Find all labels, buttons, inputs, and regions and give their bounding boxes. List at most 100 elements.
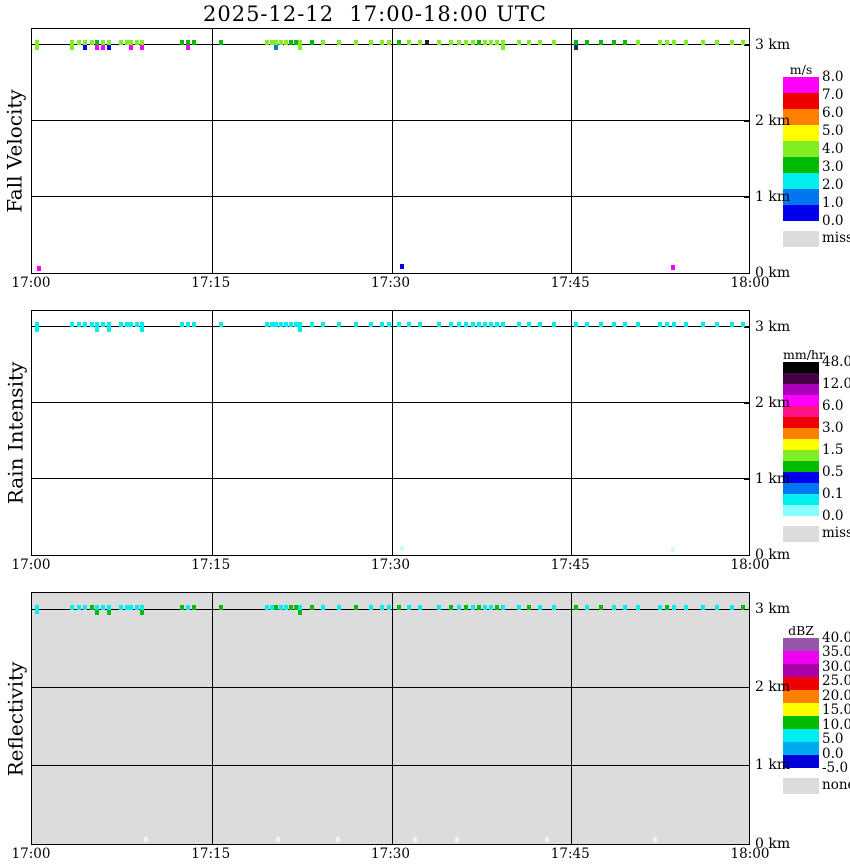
data-mark [418, 604, 423, 610]
colorbar-band [783, 406, 819, 417]
data-mark [106, 327, 111, 333]
data-mark [672, 604, 677, 610]
data-mark [106, 45, 111, 51]
page-title: 2025-12-12 17:00-18:00 UTC [202, 2, 547, 26]
data-mark [264, 604, 269, 610]
data-mark [545, 836, 550, 842]
data-mark [527, 40, 532, 46]
data-mark [657, 40, 662, 46]
data-mark [715, 322, 720, 328]
altitude-tick-label: 2 km [755, 394, 791, 411]
colorbar-unit-label: mm/hr [783, 347, 825, 362]
colorbar-tick-label: 6.0 [822, 398, 844, 414]
data-mark [298, 610, 303, 616]
data-mark [310, 40, 315, 46]
colorbar-band [783, 173, 819, 189]
data-mark [219, 604, 224, 610]
data-mark [463, 604, 468, 610]
data-mark [671, 264, 676, 270]
data-mark [623, 40, 628, 46]
colorbar-tick-label: 20.0 [822, 687, 850, 704]
data-mark [94, 604, 99, 610]
gridline-horizontal [32, 764, 749, 766]
data-mark [191, 40, 196, 46]
altitude-tick-mark [744, 120, 750, 122]
gridline-horizontal [32, 686, 749, 688]
data-mark [396, 322, 401, 328]
data-mark [500, 45, 505, 51]
data-mark [284, 604, 289, 610]
data-mark [293, 322, 298, 328]
data-mark [657, 604, 662, 610]
data-mark [729, 322, 734, 328]
data-mark [379, 40, 384, 46]
colorbar-band [783, 472, 819, 483]
data-mark [552, 322, 557, 328]
data-mark [740, 604, 745, 610]
data-mark [636, 322, 641, 328]
data-mark [353, 322, 358, 328]
axis-label-reflectivity-text: Reflectivity [3, 661, 27, 776]
data-mark [35, 322, 40, 328]
colorbar-band [783, 742, 819, 755]
data-mark [494, 322, 499, 328]
colorbar-gradient [783, 362, 819, 516]
data-mark [463, 322, 468, 328]
time-tick-label: 17:15 [191, 557, 231, 573]
data-mark [665, 604, 670, 610]
data-mark [740, 322, 745, 328]
data-mark [636, 604, 641, 610]
data-mark [672, 322, 677, 328]
data-mark [135, 40, 140, 46]
altitude-tick-mark [744, 326, 750, 328]
time-tick-label: 17:30 [371, 557, 410, 573]
data-mark [701, 40, 706, 46]
data-mark [369, 604, 374, 610]
data-mark [400, 264, 405, 270]
data-mark [94, 610, 99, 616]
data-mark [671, 546, 676, 552]
data-mark [612, 40, 617, 46]
gridline-vertical [571, 311, 573, 555]
colorbar-band [783, 677, 819, 690]
data-mark [387, 40, 392, 46]
data-mark [82, 322, 87, 328]
data-mark [715, 604, 720, 610]
altitude-tick-mark [744, 44, 750, 46]
colorbar-tick-label: 5.0 [822, 123, 844, 139]
data-mark [140, 40, 145, 46]
data-mark [701, 322, 706, 328]
data-mark [82, 604, 87, 610]
colorbar-band [783, 109, 819, 125]
colorbar-tick-label: 10.0 [822, 716, 850, 733]
data-mark [574, 604, 579, 610]
data-mark [118, 40, 123, 46]
data-mark [494, 604, 499, 610]
altitude-tick-label: 2 km [755, 112, 791, 129]
altitude-tick-mark [744, 272, 750, 274]
data-mark [336, 604, 341, 610]
data-mark [35, 609, 40, 615]
axis-label-reflectivity: Reflectivity [0, 592, 30, 845]
gridline-vertical [391, 593, 393, 844]
data-mark [274, 322, 279, 328]
data-mark [500, 40, 505, 46]
data-mark [449, 604, 454, 610]
data-mark [574, 45, 579, 51]
colorbar-band [783, 690, 819, 703]
time-tick-label: 17:00 [11, 846, 51, 862]
colorbar-tick-label: 0.0 [822, 745, 844, 762]
colorbar-tick-label: 35.0 [822, 644, 850, 661]
data-mark [437, 604, 442, 610]
colorbar-band [783, 189, 819, 205]
colorbar-band [783, 703, 819, 716]
data-mark [274, 604, 279, 610]
data-mark [279, 40, 284, 46]
data-mark [369, 322, 374, 328]
data-mark [76, 322, 81, 328]
axis-label-fall-velocity: Fall Velocity [0, 28, 30, 274]
data-mark [284, 322, 289, 328]
colorbar-tick-label: 2.0 [822, 177, 844, 193]
colorbar-band [783, 450, 819, 461]
data-mark [418, 40, 423, 46]
